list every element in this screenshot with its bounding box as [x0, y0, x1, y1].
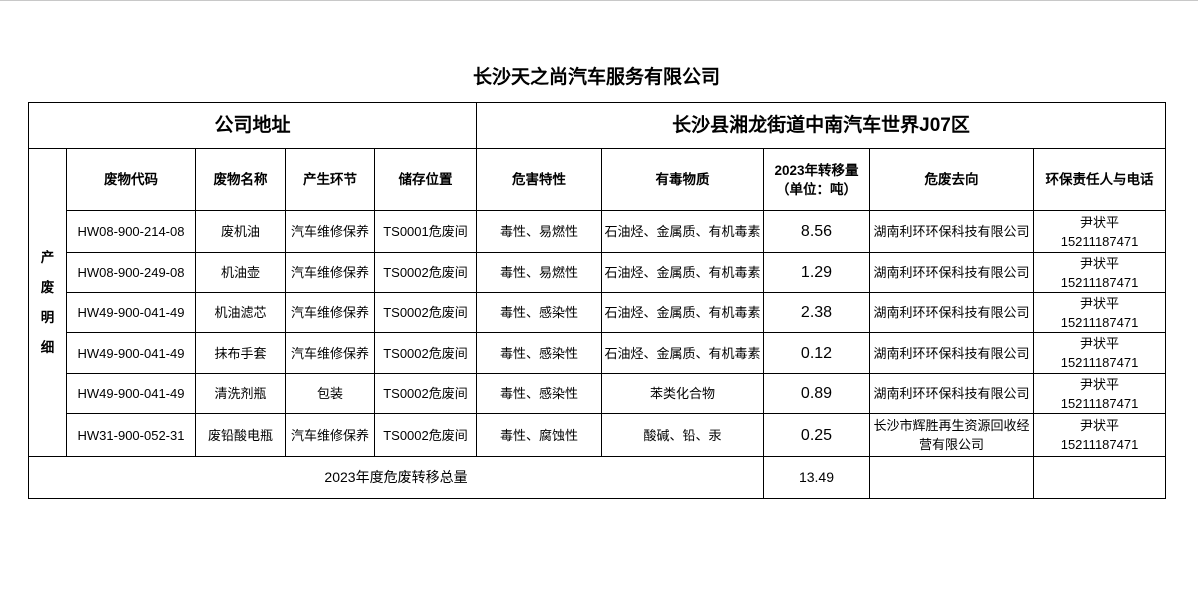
contact-cell: 尹状平 15211187471: [1032, 292, 1167, 333]
contact-phone: 15211187471: [1060, 395, 1139, 411]
contact-phone: 15211187471: [1060, 274, 1139, 290]
waste-name-cell: 机油壶: [195, 252, 286, 293]
toxic-substance-cell: 石油烃、金属质、有机毒素: [601, 252, 764, 293]
total-row: 2023年度危废转移总量 13.49: [28, 456, 1167, 499]
hazard-cell: 毒性、易燃性: [476, 210, 602, 253]
col-header-hazard: 危害特性: [476, 148, 602, 211]
waste-name-cell: 废铅酸电瓶: [195, 413, 286, 457]
side-char: 细: [40, 339, 55, 355]
waste-code-cell: HW49-900-041-49: [66, 332, 196, 374]
amount-cell: 0.89: [763, 373, 870, 414]
contact-person: 尹状平: [1080, 336, 1120, 351]
contact-phone: 15211187471: [1060, 314, 1139, 330]
side-char: 废: [40, 279, 55, 295]
amount-cell: 0.12: [763, 332, 870, 374]
contact-person: 尹状平: [1080, 214, 1120, 230]
destination-cell: 湖南利环环保科技有限公司: [869, 210, 1034, 253]
stage-cell: 汽车维修保养: [285, 332, 375, 374]
col-header-amount: 2023年转移量 （单位：吨）: [763, 148, 870, 211]
storage-location-cell: TS0002危废间: [374, 252, 477, 293]
column-header-row: 产废明细 废物代码 废物名称 产生环节 储存位置 危害特性 有毒物质 2023年…: [28, 148, 1167, 457]
empty-cell: [1032, 456, 1167, 499]
contact-phone: 15211187471: [1060, 355, 1139, 370]
waste-name-cell: 废机油: [195, 210, 286, 253]
hazard-cell: 毒性、易燃性: [476, 252, 602, 293]
waste-code-cell: HW31-900-052-31: [66, 413, 196, 457]
address-value: 长沙县湘龙街道中南汽车世界J07区: [475, 102, 1167, 149]
table-row: HW49-900-041-49 清洗剂瓶 包装 TS0002危废间 毒性、感染性…: [29, 373, 1167, 414]
hazard-cell: 毒性、感染性: [476, 373, 602, 414]
address-label: 公司地址: [28, 102, 477, 149]
storage-location-cell: TS0002危废间: [374, 292, 477, 333]
side-char: 明: [40, 309, 55, 325]
amount-cell: 2.38: [763, 292, 870, 333]
destination-cell: 湖南利环环保科技有限公司: [869, 373, 1034, 414]
contact-person: 尹状平: [1080, 376, 1120, 392]
contact-cell: 尹状平 15211187471: [1032, 373, 1167, 414]
waste-name-cell: 机油滤芯: [195, 292, 286, 333]
storage-location-cell: TS0002危废间: [374, 413, 477, 457]
hazard-cell: 毒性、感染性: [476, 332, 602, 374]
storage-location-cell: TS0001危废间: [374, 210, 477, 253]
table-row: HW31-900-052-31 废铅酸电瓶 汽车维修保养 TS0002危废间 毒…: [29, 413, 1167, 457]
contact-cell: 尹状平 15211187471: [1032, 332, 1167, 374]
destination-cell: 湖南利环环保科技有限公司: [869, 292, 1034, 333]
document-title: 长沙天之尚汽车服务有限公司: [472, 67, 720, 88]
stage-cell: 汽车维修保养: [285, 210, 375, 253]
destination-cell: 湖南利环环保科技有限公司: [869, 332, 1034, 374]
table-row: HW49-900-041-49 机油滤芯 汽车维修保养 TS0002危废间 毒性…: [29, 292, 1167, 333]
waste-name-cell: 抹布手套: [195, 332, 286, 374]
waste-table: 公司地址 长沙县湘龙街道中南汽车世界J07区 产废明细 废物代码 废物名称 产生…: [28, 102, 1167, 499]
table-row: HW49-900-041-49 抹布手套 汽车维修保养 TS0002危废间 毒性…: [29, 332, 1167, 374]
col-header-destination: 危废去向: [869, 148, 1034, 211]
stage-cell: 包装: [285, 373, 375, 414]
col-header-toxic: 有毒物质: [601, 148, 764, 211]
contact-cell: 尹状平 15211187471: [1032, 210, 1167, 253]
hazard-cell: 毒性、腐蚀性: [476, 413, 602, 457]
side-label: 产废明细: [28, 148, 67, 457]
empty-cell: [869, 456, 1034, 499]
waste-code-cell: HW08-900-214-08: [66, 210, 196, 253]
toxic-substance-cell: 酸碱、铅、汞: [601, 413, 764, 457]
table-row: HW08-900-214-08 废机油 汽车维修保养 TS0001危废间 毒性、…: [29, 210, 1167, 253]
toxic-substance-cell: 苯类化合物: [601, 373, 764, 414]
amount-cell: 0.25: [763, 413, 870, 457]
toxic-substance-cell: 石油烃、金属质、有机毒素: [601, 332, 764, 374]
hazard-cell: 毒性、感染性: [476, 292, 602, 333]
waste-code-cell: HW08-900-249-08: [66, 252, 196, 293]
col-header-stage: 产生环节: [285, 148, 375, 211]
contact-person: 尹状平: [1080, 295, 1120, 311]
contact-cell: 尹状平 15211187471: [1032, 252, 1167, 293]
stage-cell: 汽车维修保养: [285, 252, 375, 293]
waste-name-cell: 清洗剂瓶: [195, 373, 286, 414]
contact-phone: 15211187471: [1060, 233, 1139, 249]
total-value: 13.49: [763, 456, 870, 499]
storage-location-cell: TS0002危废间: [374, 332, 477, 374]
table-row: HW08-900-249-08 机油壶 汽车维修保养 TS0002危废间 毒性、…: [29, 252, 1167, 293]
col-header-storage: 储存位置: [374, 148, 477, 211]
storage-location-cell: TS0002危废间: [374, 373, 477, 414]
contact-phone: 15211187471: [1060, 437, 1139, 452]
contact-cell: 尹状平 15211187471: [1032, 413, 1167, 457]
contact-person: 尹状平: [1080, 255, 1120, 271]
destination-cell: 长沙市辉胜再生资源回收经营有限公司: [869, 413, 1034, 457]
toxic-substance-cell: 石油烃、金属质、有机毒素: [601, 210, 764, 253]
waste-code-cell: HW49-900-041-49: [66, 292, 196, 333]
side-char: 产: [40, 249, 55, 265]
waste-code-cell: HW49-900-041-49: [66, 373, 196, 414]
amount-cell: 8.56: [763, 210, 870, 253]
toxic-substance-cell: 石油烃、金属质、有机毒素: [601, 292, 764, 333]
col-header-contact: 环保责任人与电话: [1032, 148, 1167, 211]
contact-person: 尹状平: [1080, 418, 1120, 433]
stage-cell: 汽车维修保养: [285, 413, 375, 457]
col-header-code: 废物代码: [66, 148, 196, 211]
amount-header-line2: （单位：吨）: [776, 181, 857, 197]
destination-cell: 湖南利环环保科技有限公司: [869, 252, 1034, 293]
amount-cell: 1.29: [763, 252, 870, 293]
stage-cell: 汽车维修保养: [285, 292, 375, 333]
amount-header-line1: 2023年转移量: [774, 162, 859, 178]
col-header-name: 废物名称: [195, 148, 286, 211]
total-label: 2023年度危废转移总量: [28, 456, 764, 499]
